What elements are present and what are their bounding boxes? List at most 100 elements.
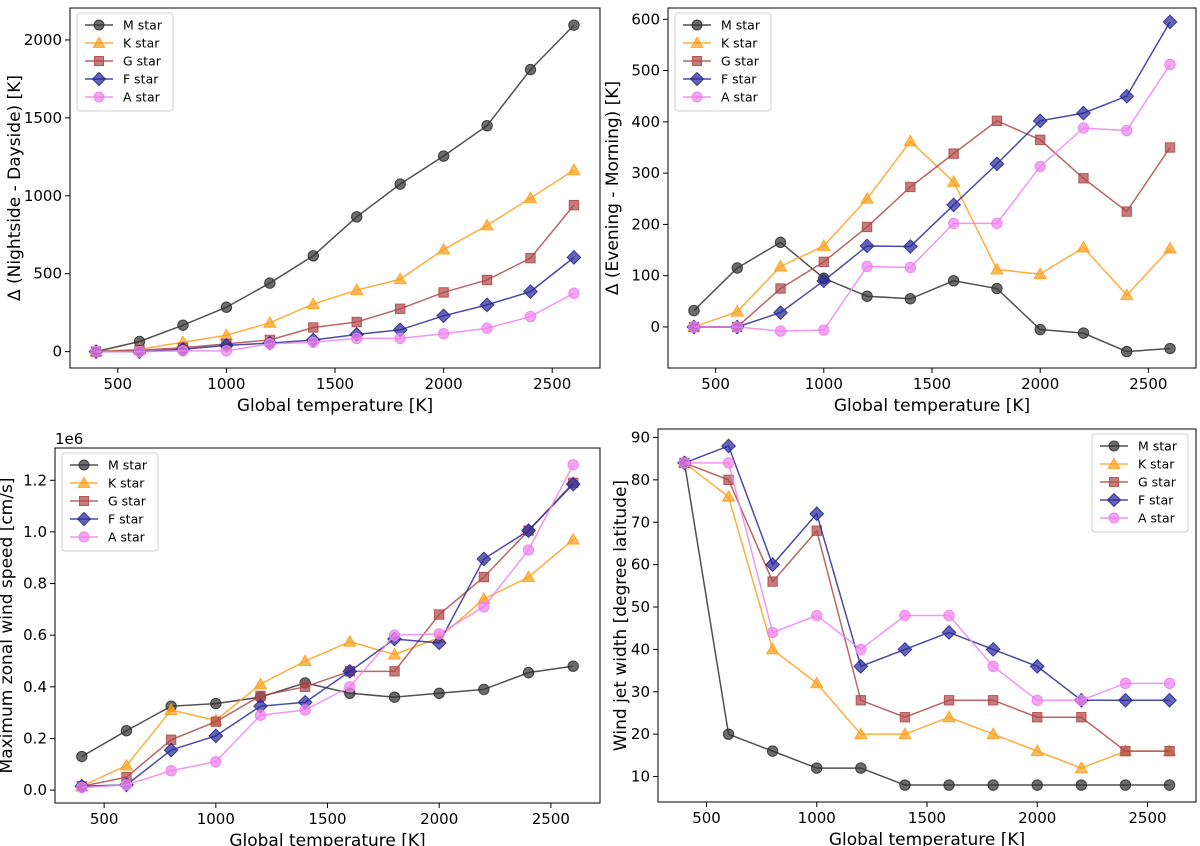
data-point xyxy=(394,178,406,190)
axes-frame xyxy=(667,7,1197,369)
data-point xyxy=(855,762,867,774)
data-point xyxy=(1076,240,1091,253)
x-tick-label: 1000 xyxy=(805,375,843,393)
data-point xyxy=(1119,288,1134,301)
data-point xyxy=(946,197,962,213)
data-point xyxy=(567,459,579,471)
data-point xyxy=(766,626,779,639)
data-point xyxy=(568,199,580,211)
data-point xyxy=(1164,342,1176,355)
data-point xyxy=(816,273,832,289)
series-line xyxy=(81,482,574,787)
series-g-star xyxy=(90,199,580,357)
data-point xyxy=(76,750,88,763)
data-point xyxy=(1035,134,1046,145)
data-point xyxy=(434,609,445,620)
data-point xyxy=(947,275,960,287)
data-point xyxy=(904,261,917,274)
data-point xyxy=(1164,142,1176,153)
legend-label: A star xyxy=(1138,511,1176,526)
data-point xyxy=(1074,761,1089,774)
x-tick-label: 2500 xyxy=(533,375,571,393)
data-point xyxy=(1164,745,1175,757)
data-point xyxy=(854,727,868,740)
panel-nightside-dayside: 500 1000 1500 2000 2500 0 500 1000 1500 2000 Globa… xyxy=(5,7,601,416)
data-point xyxy=(393,272,408,285)
y-tick-label: 0.2 xyxy=(23,729,47,747)
data-point xyxy=(522,666,535,679)
data-point xyxy=(902,238,918,254)
series-f-star xyxy=(74,476,581,794)
legend: M star K star G star F star A star xyxy=(1091,433,1189,533)
data-point xyxy=(765,557,781,573)
data-point xyxy=(853,658,869,674)
data-point xyxy=(1163,241,1177,254)
data-point xyxy=(855,643,867,656)
series-line xyxy=(693,119,1171,328)
data-point xyxy=(904,293,917,305)
data-point xyxy=(943,779,955,791)
data-point xyxy=(731,321,743,333)
y-tick-label: 40 xyxy=(631,640,650,658)
data-point xyxy=(1075,694,1088,706)
data-point xyxy=(1077,327,1090,339)
x-tick-label: 2000 xyxy=(1021,375,1059,393)
y-tick-label: 20 xyxy=(631,725,650,743)
legend-box xyxy=(1091,433,1189,533)
data-point xyxy=(899,609,911,622)
axes-frame xyxy=(69,7,601,369)
y-tick-label: 500 xyxy=(631,62,660,80)
data-point xyxy=(351,332,363,345)
data-point xyxy=(342,663,358,679)
series-line xyxy=(81,483,574,787)
panel-max-zonal-wind: 500 1000 1500 2000 2500 0.0 0.2 0.4 0.6 0.8 1.0 1.2… xyxy=(0,430,601,846)
legend-label: M star xyxy=(1138,439,1178,454)
data-point xyxy=(861,260,873,273)
y-tick-label: 500 xyxy=(33,265,62,283)
data-point xyxy=(990,262,1004,275)
data-point xyxy=(568,287,580,299)
data-point xyxy=(766,745,779,757)
data-point xyxy=(299,681,311,692)
data-point xyxy=(774,236,787,249)
data-point xyxy=(1119,677,1132,690)
x-tick-label: 500 xyxy=(90,810,119,828)
data-point xyxy=(476,551,492,567)
data-point xyxy=(905,181,916,193)
data-point xyxy=(523,284,538,300)
data-point xyxy=(991,282,1003,295)
data-point xyxy=(298,654,313,666)
data-point xyxy=(299,704,311,716)
y-tick-label: 200 xyxy=(631,215,660,233)
legend-marker xyxy=(692,56,702,66)
data-point xyxy=(524,310,537,323)
x-tick-label: 1500 xyxy=(308,810,346,828)
legend-label: G star xyxy=(123,54,162,69)
data-point xyxy=(264,338,276,350)
y-tick-label: 2000 xyxy=(24,31,62,49)
data-point xyxy=(1117,692,1133,708)
data-point xyxy=(76,781,88,794)
legend-marker xyxy=(93,91,105,103)
data-point xyxy=(898,727,912,740)
legend-marker xyxy=(93,19,105,31)
legend-marker xyxy=(1108,440,1120,452)
data-point xyxy=(1120,745,1131,757)
legend-marker xyxy=(78,459,90,471)
data-point xyxy=(307,250,319,262)
series-a-star xyxy=(76,459,579,794)
y-tick-label: 50 xyxy=(631,598,650,616)
series-m-star xyxy=(76,660,579,763)
series-line xyxy=(693,140,1171,328)
data-point xyxy=(165,765,177,777)
data-point xyxy=(855,695,867,706)
series-a-star xyxy=(688,58,1176,337)
y-axis-label: Δ (Nightside - Dayside) [K] xyxy=(5,75,25,301)
x-tick-label: 2000 xyxy=(1018,809,1056,827)
data-point xyxy=(1034,160,1046,173)
data-point xyxy=(480,218,494,231)
y-axis-label: Maximum zonal wind speed [cm/s] xyxy=(0,478,17,774)
data-point xyxy=(210,716,221,727)
data-point xyxy=(351,211,363,223)
